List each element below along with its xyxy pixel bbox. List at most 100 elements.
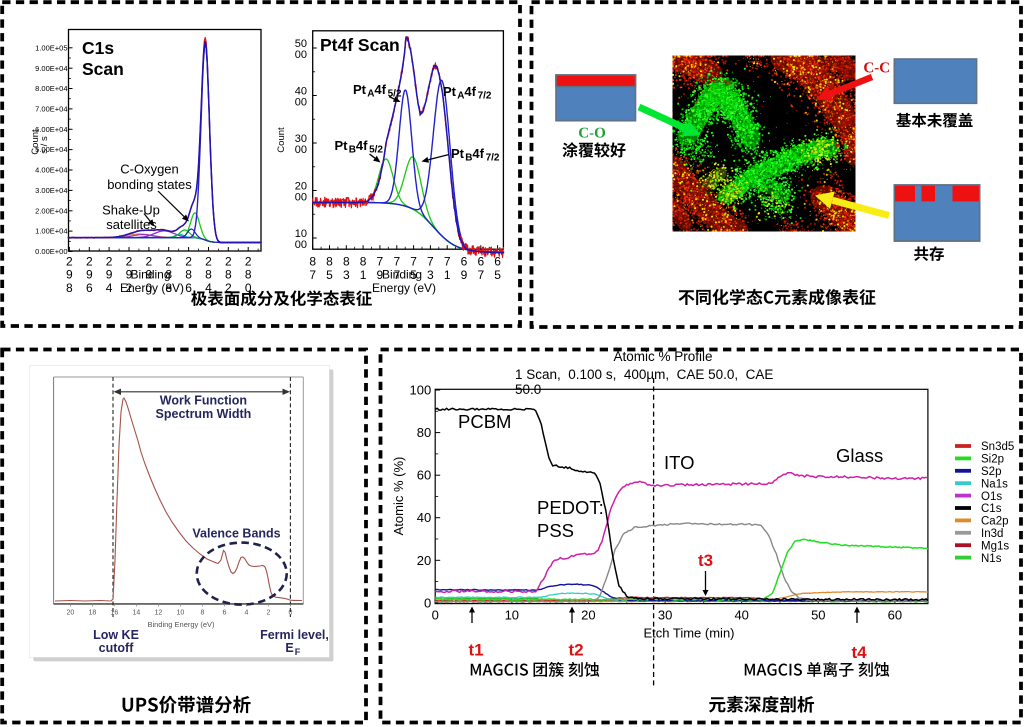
svg-text:80: 80	[417, 425, 431, 440]
svg-text:7: 7	[427, 255, 434, 269]
svg-text:Glass: Glass	[836, 445, 883, 466]
svg-text:0: 0	[432, 608, 439, 623]
svg-text:1 Scan, 0.100 s, 400µm, CAE: 1 Scan, 0.100 s, 400µm, CAE 50.0, CAE	[515, 367, 773, 382]
svg-text:Scan: Scan	[82, 59, 124, 79]
svg-text:0: 0	[146, 281, 153, 295]
svg-text:6.00E+04: 6.00E+04	[35, 125, 67, 134]
svg-text:00: 00	[295, 144, 307, 156]
svg-text:Na1s: Na1s	[981, 478, 1008, 490]
svg-text:A: A	[457, 91, 464, 102]
svg-text:0: 0	[245, 281, 252, 295]
svg-text:Pt: Pt	[443, 84, 457, 99]
svg-text:4f: 4f	[472, 146, 484, 161]
svg-text:Work Function: Work Function	[160, 394, 247, 408]
svg-text:Shake-Up: Shake-Up	[102, 203, 160, 218]
svg-text:2.00E+04: 2.00E+04	[35, 206, 67, 215]
svg-text:12: 12	[155, 610, 163, 617]
svg-text:O1s: O1s	[981, 491, 1002, 503]
svg-text:Pt4f Scan: Pt4f Scan	[320, 35, 400, 55]
svg-text:5.00E+04: 5.00E+04	[35, 145, 67, 154]
svg-text:4f: 4f	[374, 82, 386, 97]
svg-text:4.00E+04: 4.00E+04	[35, 166, 67, 175]
svg-text:4: 4	[244, 610, 248, 617]
svg-text:Count: Count	[30, 129, 41, 155]
svg-text:1.00E+05: 1.00E+05	[35, 43, 67, 52]
svg-text:4: 4	[106, 281, 113, 295]
svg-text:4f: 4f	[464, 84, 476, 99]
svg-text:2: 2	[86, 254, 93, 268]
svg-text:Sn3d5: Sn3d5	[981, 441, 1014, 453]
svg-text:t3: t3	[698, 551, 713, 570]
svg-text:PSS: PSS	[537, 520, 574, 541]
svg-text:N1s: N1s	[981, 553, 1002, 565]
svg-text:9: 9	[126, 268, 133, 282]
svg-text:cutoff: cutoff	[99, 641, 135, 655]
svg-text:8: 8	[309, 255, 316, 269]
svg-text:9: 9	[86, 268, 93, 282]
svg-text:10: 10	[177, 610, 185, 617]
svg-text:1: 1	[360, 268, 367, 282]
svg-text:Energy (eV): Energy (eV)	[372, 281, 436, 295]
svg-text:Si2p: Si2p	[981, 454, 1004, 466]
svg-text:5/2: 5/2	[369, 145, 383, 156]
svg-text:9.00E+04: 9.00E+04	[35, 64, 67, 73]
svg-text:2: 2	[146, 254, 153, 268]
svg-text:2: 2	[106, 254, 113, 268]
svg-text:10: 10	[295, 228, 307, 240]
svg-text:2: 2	[185, 254, 192, 268]
svg-text:1: 1	[444, 268, 451, 282]
svg-text:9: 9	[377, 268, 384, 282]
svg-text:Etch Time (min): Etch Time (min)	[643, 626, 734, 641]
svg-text:8: 8	[185, 268, 192, 282]
svg-text:8: 8	[245, 268, 252, 282]
svg-text:50: 50	[295, 38, 307, 50]
svg-text:3.00E+04: 3.00E+04	[35, 186, 67, 195]
svg-text:E: E	[285, 641, 293, 655]
svg-text:18: 18	[89, 610, 97, 617]
svg-text:F: F	[295, 647, 301, 657]
svg-text:2: 2	[245, 254, 252, 268]
svg-text:9: 9	[106, 268, 113, 282]
svg-text:3: 3	[427, 268, 434, 282]
svg-text:20: 20	[417, 553, 431, 568]
svg-text:PCBM: PCBM	[458, 411, 511, 432]
svg-text:Fermi level,: Fermi level,	[260, 628, 329, 642]
svg-text:8: 8	[200, 610, 204, 617]
svg-text:60: 60	[888, 608, 902, 623]
svg-text:100: 100	[409, 383, 431, 398]
svg-text:8: 8	[360, 255, 367, 269]
svg-text:Atomic % (%): Atomic % (%)	[391, 457, 406, 536]
svg-text:2: 2	[225, 254, 232, 268]
svg-text:7: 7	[309, 268, 316, 282]
svg-text:9: 9	[461, 268, 468, 282]
svg-text:0.00E+00: 0.00E+00	[35, 247, 67, 256]
svg-text:2: 2	[126, 281, 133, 295]
svg-text:Low KE: Low KE	[93, 628, 139, 642]
svg-text:20: 20	[295, 180, 307, 192]
svg-text:9: 9	[66, 268, 73, 282]
svg-text:0: 0	[424, 595, 431, 610]
svg-text:2: 2	[126, 254, 133, 268]
svg-text:30: 30	[658, 608, 672, 623]
svg-text:C-Oxygen: C-Oxygen	[120, 162, 179, 177]
svg-text:satellites: satellites	[106, 217, 157, 232]
svg-text:7: 7	[377, 255, 384, 269]
svg-text:Binding: Binding	[382, 268, 422, 282]
svg-text:s / s: s / s	[39, 136, 50, 154]
svg-text:C1s: C1s	[82, 38, 114, 58]
svg-text:2: 2	[225, 281, 232, 295]
svg-text:3: 3	[343, 268, 350, 282]
svg-text:C1s: C1s	[981, 503, 1002, 515]
svg-text:5/2: 5/2	[388, 89, 402, 100]
svg-text:t1: t1	[468, 641, 483, 660]
svg-text:ITO: ITO	[664, 452, 695, 473]
svg-text:2: 2	[66, 254, 73, 268]
svg-text:5: 5	[410, 268, 417, 282]
svg-text:Pt: Pt	[353, 82, 367, 97]
svg-text:50: 50	[811, 608, 825, 623]
svg-text:40: 40	[417, 510, 431, 525]
svg-text:S2p: S2p	[981, 466, 1001, 478]
svg-text:Pt: Pt	[335, 138, 349, 153]
svg-text:6: 6	[86, 281, 93, 295]
svg-text:Binding Energy (eV): Binding Energy (eV)	[147, 620, 215, 629]
